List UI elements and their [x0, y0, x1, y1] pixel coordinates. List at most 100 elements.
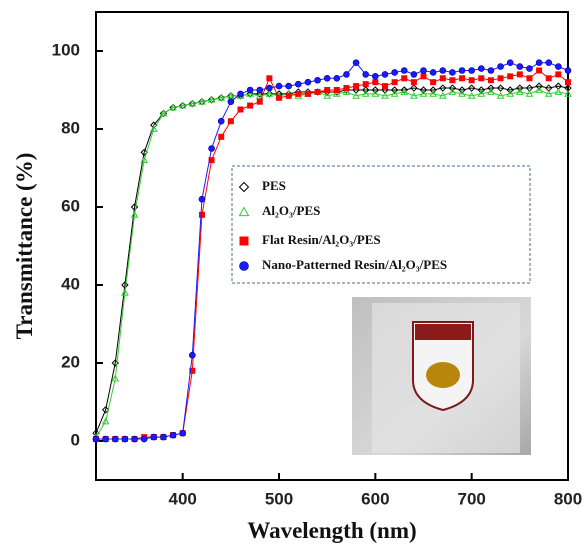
data-point [506, 59, 514, 67]
legend-box [231, 165, 531, 284]
data-point [381, 91, 389, 99]
legend-label: PES [262, 178, 286, 193]
data-point [237, 90, 244, 98]
data-point [565, 79, 571, 86]
data-point [159, 109, 168, 117]
data-point [160, 433, 167, 441]
data-point [140, 148, 148, 157]
data-point [449, 69, 456, 76]
data-point [265, 89, 274, 97]
legend-marker [239, 261, 249, 271]
data-point [207, 96, 216, 104]
data-point [111, 435, 119, 443]
data-point [265, 90, 274, 98]
legend-label: Flat Resin/Al₂O₃/PES [262, 232, 381, 247]
legend-marker [238, 206, 250, 217]
data-point [458, 67, 466, 74]
data-point [246, 89, 254, 97]
data-point [400, 67, 408, 74]
data-point [188, 99, 197, 107]
data-point [169, 103, 177, 112]
data-point [371, 86, 380, 94]
data-point [468, 77, 475, 84]
data-point [353, 83, 360, 90]
data-point [362, 81, 369, 88]
data-point [256, 98, 263, 105]
data-point [179, 429, 186, 437]
data-point [526, 75, 533, 82]
y-tick-label: 60 [61, 196, 80, 215]
plot-frame [95, 11, 569, 481]
data-point [121, 435, 129, 443]
data-point [515, 87, 524, 95]
data-point [401, 75, 408, 82]
data-point [276, 94, 283, 101]
data-point [439, 84, 447, 92]
data-point [487, 77, 494, 84]
y-tick-label: 100 [52, 40, 80, 59]
data-point [130, 210, 139, 218]
data-point [304, 78, 312, 86]
data-point [343, 71, 350, 78]
x-tick-label: 600 [361, 489, 389, 508]
data-point [140, 156, 149, 164]
data-point [487, 84, 495, 92]
data-point [430, 79, 437, 86]
data-point [535, 85, 543, 93]
data-point [246, 86, 254, 94]
data-point [362, 71, 370, 78]
data-point [198, 195, 206, 203]
data-point [285, 92, 292, 99]
data-point [439, 67, 447, 74]
data-point [149, 124, 158, 132]
data-point [487, 87, 495, 95]
data-point [420, 73, 427, 80]
data-point [544, 89, 553, 97]
data-point [332, 89, 341, 97]
data-point [255, 91, 264, 99]
data-point [101, 417, 110, 425]
data-point [516, 84, 524, 92]
data-point [496, 84, 505, 92]
y-tick-label: 0 [71, 430, 80, 449]
x-axis-title: Wavelength (nm) [247, 518, 416, 543]
data-point [189, 367, 196, 374]
data-point [372, 73, 379, 80]
legend-marker [239, 236, 249, 246]
data-point [478, 65, 485, 72]
data-point [438, 91, 447, 99]
data-point [448, 84, 457, 92]
data-point [555, 71, 562, 78]
inset-photo [352, 297, 531, 455]
x-tick-label: 500 [265, 489, 293, 508]
data-point [449, 77, 456, 84]
data-point [420, 67, 427, 74]
data-point [459, 75, 466, 82]
data-point [467, 84, 476, 92]
data-point [390, 89, 399, 97]
data-point [323, 75, 331, 82]
data-point [208, 145, 215, 152]
y-tick-label: 20 [61, 352, 80, 371]
data-point [333, 75, 341, 82]
data-point [323, 91, 332, 99]
data-point [198, 211, 205, 218]
data-point [410, 71, 418, 78]
data-point [314, 76, 321, 84]
x-tick-label: 400 [169, 489, 197, 508]
data-point [198, 97, 206, 106]
y-tick-label: 40 [61, 274, 80, 293]
data-point [507, 73, 514, 80]
data-point [217, 94, 225, 102]
data-point [516, 63, 524, 70]
y-tick-label: 80 [61, 118, 80, 137]
data-point [497, 75, 504, 82]
data-point [342, 87, 351, 95]
data-point [227, 118, 234, 125]
data-point [150, 433, 158, 441]
data-point [564, 67, 572, 74]
data-point [217, 93, 226, 101]
data-point [207, 95, 216, 103]
data-point [564, 89, 572, 97]
